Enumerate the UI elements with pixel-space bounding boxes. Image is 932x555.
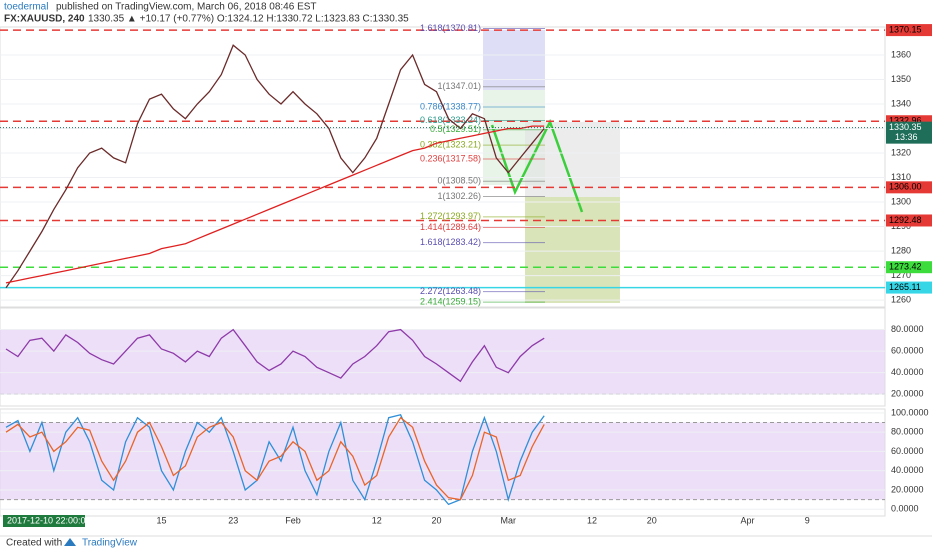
level-label: 1370.15 [889,24,922,34]
level-box [886,214,932,227]
y-tick-label: 1350 [891,74,911,84]
last-price-label: 1330.35 [889,122,922,132]
level-label: 1265.11 [889,282,921,292]
author[interactable]: toedermal [4,2,48,13]
y-tick-label: 1280 [891,245,911,255]
fib-label: 1.414(1289.64) [420,222,481,232]
level-label: 1273.42 [889,262,922,272]
y-tick-label: 80.0000 [891,324,924,334]
y-tick-label: 0.0000 [891,504,919,514]
band [0,329,885,395]
level-label: 1292.48 [889,215,922,225]
countdown: 13:36 [895,132,918,142]
x-tick-label: Apr [740,515,754,525]
x-tick-label: 12 [372,515,382,525]
series-line [5,125,545,284]
x-tick-label: 12 [587,515,597,525]
y-tick-label: 1300 [891,196,911,206]
y-tick-label: 1320 [891,147,911,157]
x-tick-label: Mar [501,515,517,525]
y-tick-label: 60.0000 [891,345,924,355]
fib-label: 0.5(1329.51) [430,124,481,134]
x-tick-label: 15 [156,515,166,525]
y-tick-label: 100.0000 [891,407,929,417]
y-tick-label: 1340 [891,98,911,108]
x-tick-label: 23 [228,515,238,525]
fib-label: 0.382(1323.21) [420,140,481,150]
fib-label: 0(1308.50) [437,176,481,186]
fib-label: 1(1347.01) [437,81,481,91]
symbol: FX:XAUUSD, 240 [4,14,85,25]
published: published on TradingView.com, March 06, … [56,2,317,13]
crosshair-box [3,515,85,527]
y-tick-label: 1360 [891,49,911,59]
y-tick-label: 40.0000 [891,367,924,377]
fib-label: 1.618(1370.81) [420,23,481,33]
x-tick-label: Feb [285,515,301,525]
band [0,422,885,500]
level-label: 1332.96 [889,116,922,126]
y-tick-label: 20.0000 [891,484,924,494]
crosshair-label: 2017-12-10 22:00:00 [7,515,91,525]
series-line [5,44,545,289]
y-tick-label: 80.0000 [891,427,924,437]
y-tick-label: 1260 [891,294,911,304]
fib-label: 1.272(1293.97) [420,211,481,221]
y-tick-label: 1270 [891,270,911,280]
fib-label: 0.786(1338.77) [420,101,481,111]
footer-text: Created with [6,538,62,549]
fib-label: 1(1302.26) [437,191,481,201]
y-tick-label: 1310 [891,172,911,182]
fib-label: 2.272(1263.48) [420,286,481,296]
fib-label: 0.236(1317.58) [420,153,481,163]
y-tick-label: 20.0000 [891,389,924,399]
quote: 1330.35 ▲ +10.17 (+0.77%) O:1324.12 H:13… [88,14,409,25]
level-box [886,261,932,274]
target-box [525,197,620,303]
series-line [5,414,545,506]
footer-brand[interactable]: TradingView [82,538,138,549]
x-tick-label: 20 [647,515,657,525]
x-tick-label: 9 [805,515,810,525]
y-tick-label: 40.0000 [891,465,924,475]
level-box [886,24,932,37]
level-box [886,281,932,294]
fib-zone [483,30,545,90]
series-line [5,328,545,383]
logo [64,538,76,546]
fib-label: 1.618(1283.42) [420,237,481,247]
level-label: 1306.00 [889,182,922,192]
y-tick-label: 60.0000 [891,446,924,456]
x-tick-label: 20 [432,515,442,525]
last-price-box [886,121,932,144]
fib-label: 2.414(1259.15) [420,297,481,307]
price-pane [0,26,886,308]
level-box [886,181,932,194]
series-line [5,416,545,501]
